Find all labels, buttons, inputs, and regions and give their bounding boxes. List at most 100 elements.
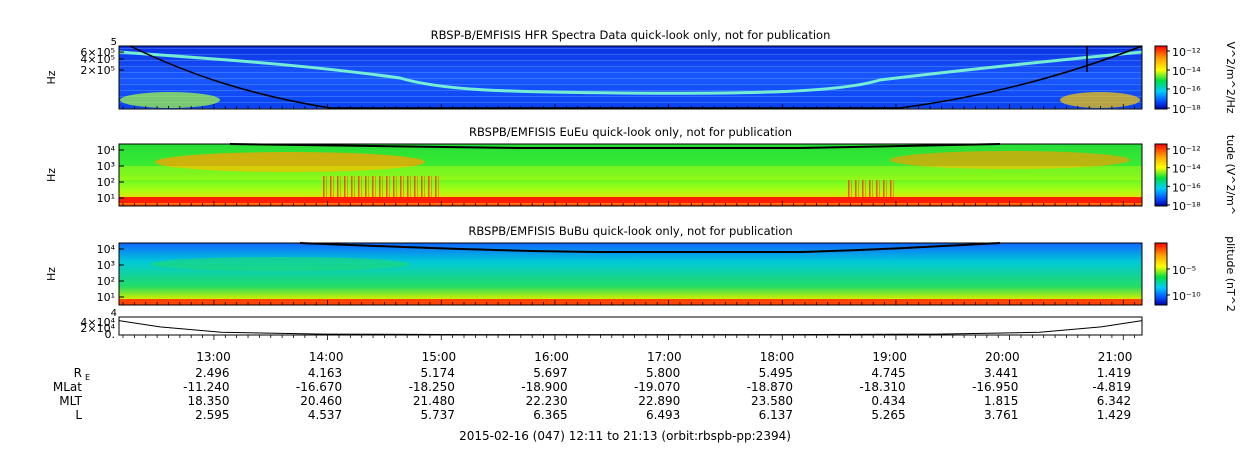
ephemeris-value: 2.496	[195, 366, 229, 380]
line-panel-frame	[118, 316, 1143, 336]
colorbar-tick-label: 10⁻⁵	[1172, 264, 1196, 277]
bubu-bottom-band	[119, 299, 1142, 305]
ephemeris-label: MLT	[59, 394, 82, 408]
hfr-trace	[118, 50, 1143, 95]
colorbar-label-3: plitude (nT^2	[1224, 236, 1237, 312]
ephemeris-value: 1.429	[1097, 408, 1131, 422]
time-tick-label: 19:00	[872, 350, 907, 364]
y-tick-exponent: 4	[111, 308, 117, 319]
colorbar-label-1: V^2/m^2/Hz	[1224, 41, 1237, 113]
y-tick-label: 4×10⁴	[80, 316, 115, 329]
spectrogram-3	[119, 243, 1142, 305]
hfr-blob-right	[1060, 92, 1140, 108]
eueu-bottom-band	[119, 197, 1142, 203]
colorbar-tick-label: 10⁻¹²	[1172, 46, 1201, 59]
ephemeris-value: 6.342	[1097, 394, 1131, 408]
y-tick-label: 10⁴	[97, 144, 116, 157]
panel-frame-2	[118, 143, 1143, 207]
ephemeris-value: -18.870	[747, 380, 793, 394]
line-series	[118, 320, 1143, 336]
ephemeris-value: -11.240	[183, 380, 229, 394]
ephemeris-value: 22.230	[526, 394, 568, 408]
ephemeris-value: 1.419	[1097, 366, 1131, 380]
hfr-band-lines	[119, 46, 1142, 109]
panel-frame-1	[118, 45, 1143, 110]
time-tick-label: 20:00	[985, 350, 1020, 364]
ephemeris-label: MLat	[53, 380, 82, 394]
ephemeris-value: 0.434	[871, 394, 905, 408]
panel-3: RBSPB/EMFISIS BuBu quick-look only, not …	[45, 224, 1237, 312]
ephemeris-value: 4.745	[871, 366, 905, 380]
colorbar-tick-label: 10⁻¹⁴	[1172, 65, 1201, 78]
y-tick-label: 10³	[97, 160, 115, 173]
time-tick-label: 21:00	[1098, 350, 1133, 364]
colorbar-tick-label: 10⁻¹⁸	[1172, 103, 1201, 116]
ephemeris-value: 6.137	[759, 408, 793, 422]
panel-1: RBSP-B/EMFISIS HFR Spectra Data quick-lo…	[45, 28, 1237, 116]
hfr-envelope	[129, 45, 1143, 109]
y-tick-label: 2×10⁴	[80, 322, 115, 335]
ephemeris-table: R E 2.496 4.163 5.174 5.697 5.800 5.495 4.745 3.4…	[53, 366, 1131, 422]
y-tick-label: 2×10⁵	[80, 64, 115, 77]
time-tick-label: 17:00	[647, 350, 682, 364]
ephemeris-label: L	[75, 408, 82, 422]
ephemeris-value: 2.595	[195, 408, 229, 422]
eueu-mid-band	[119, 166, 1142, 180]
ephemeris-value: 22.890	[638, 394, 680, 408]
y-tick-label: 10²	[97, 275, 115, 288]
ephemeris-value: -16.670	[296, 380, 342, 394]
footer-caption: 2015-02-16 (047) 12:11 to 21:13 (orbit:r…	[459, 429, 791, 443]
y-axis-label-2: Hz	[45, 168, 58, 182]
ephemeris-value: 21.480	[413, 394, 455, 408]
time-axis: 13:00 14:00 15:00 16:00 17:00 18:00 19:00 20:00…	[196, 350, 1132, 364]
eueu-band-left	[155, 152, 425, 172]
eueu-spikes-1	[320, 176, 440, 198]
time-tick-label: 13:00	[196, 350, 231, 364]
ephemeris-value: 5.495	[759, 366, 793, 380]
y-tick-label: 0.	[105, 328, 116, 341]
ephemeris-value: -18.310	[859, 380, 905, 394]
colorbar-2	[1154, 143, 1168, 207]
ephemeris-value: 5.697	[533, 366, 567, 380]
colorbar-tick-label: 10⁻¹²	[1172, 144, 1201, 157]
ephemeris-value: 4.537	[308, 408, 342, 422]
panel-title-3: RBSPB/EMFISIS BuBu quick-look only, not …	[468, 224, 792, 238]
colorbar-3	[1154, 242, 1168, 306]
panel-title-2: RBSPB/EMFISIS EuEu quick-look only, not …	[469, 125, 792, 139]
y-tick-label: 4×10⁵	[80, 53, 115, 66]
y-tick-label: 10¹	[97, 291, 115, 304]
ephemeris-value: 6.493	[646, 408, 680, 422]
ephemeris-value: 20.460	[300, 394, 342, 408]
ephemeris-value: 5.737	[421, 408, 455, 422]
eueu-spikes-2	[845, 180, 895, 198]
ephemeris-label: R	[74, 366, 82, 380]
ephemeris-value: 4.163	[308, 366, 342, 380]
y-axis-label-1: Hz	[45, 70, 58, 84]
y-tick-label: 10²	[97, 176, 115, 189]
ephemeris-value: 5.174	[421, 366, 455, 380]
colorbar-tick-label: 10⁻¹⁸	[1172, 200, 1201, 213]
time-tick-label: 15:00	[422, 350, 457, 364]
ephemeris-value: 18.350	[188, 394, 230, 408]
ephemeris-value: -19.070	[634, 380, 680, 394]
ephemeris-value: 3.441	[984, 366, 1018, 380]
ephemeris-value: 3.761	[984, 408, 1018, 422]
eueu-band-right	[890, 151, 1130, 169]
colorbar-tick-label: 10⁻¹⁰	[1172, 290, 1201, 303]
panel-2: RBSPB/EMFISIS EuEu quick-look only, not …	[45, 125, 1237, 215]
y-tick-label: 10³	[97, 259, 115, 272]
panel-frame-3	[118, 242, 1143, 306]
colorbar-label-2: tude (V^2/m^	[1224, 135, 1237, 215]
colorbar-1	[1154, 45, 1168, 110]
ephemeris-value: 1.815	[984, 394, 1018, 408]
y-tick-label: 10⁴	[97, 243, 116, 256]
bubu-band-left	[150, 257, 410, 271]
ephemeris-value: -18.900	[521, 380, 567, 394]
colorbar-tick-label: 10⁻¹⁶	[1172, 84, 1201, 97]
colorbar-tick-label: 10⁻¹⁴	[1172, 163, 1201, 176]
ephemeris-value: 5.265	[871, 408, 905, 422]
ephemeris-value: -16.950	[972, 380, 1018, 394]
colorbar-tick-label: 10⁻¹⁶	[1172, 181, 1201, 194]
